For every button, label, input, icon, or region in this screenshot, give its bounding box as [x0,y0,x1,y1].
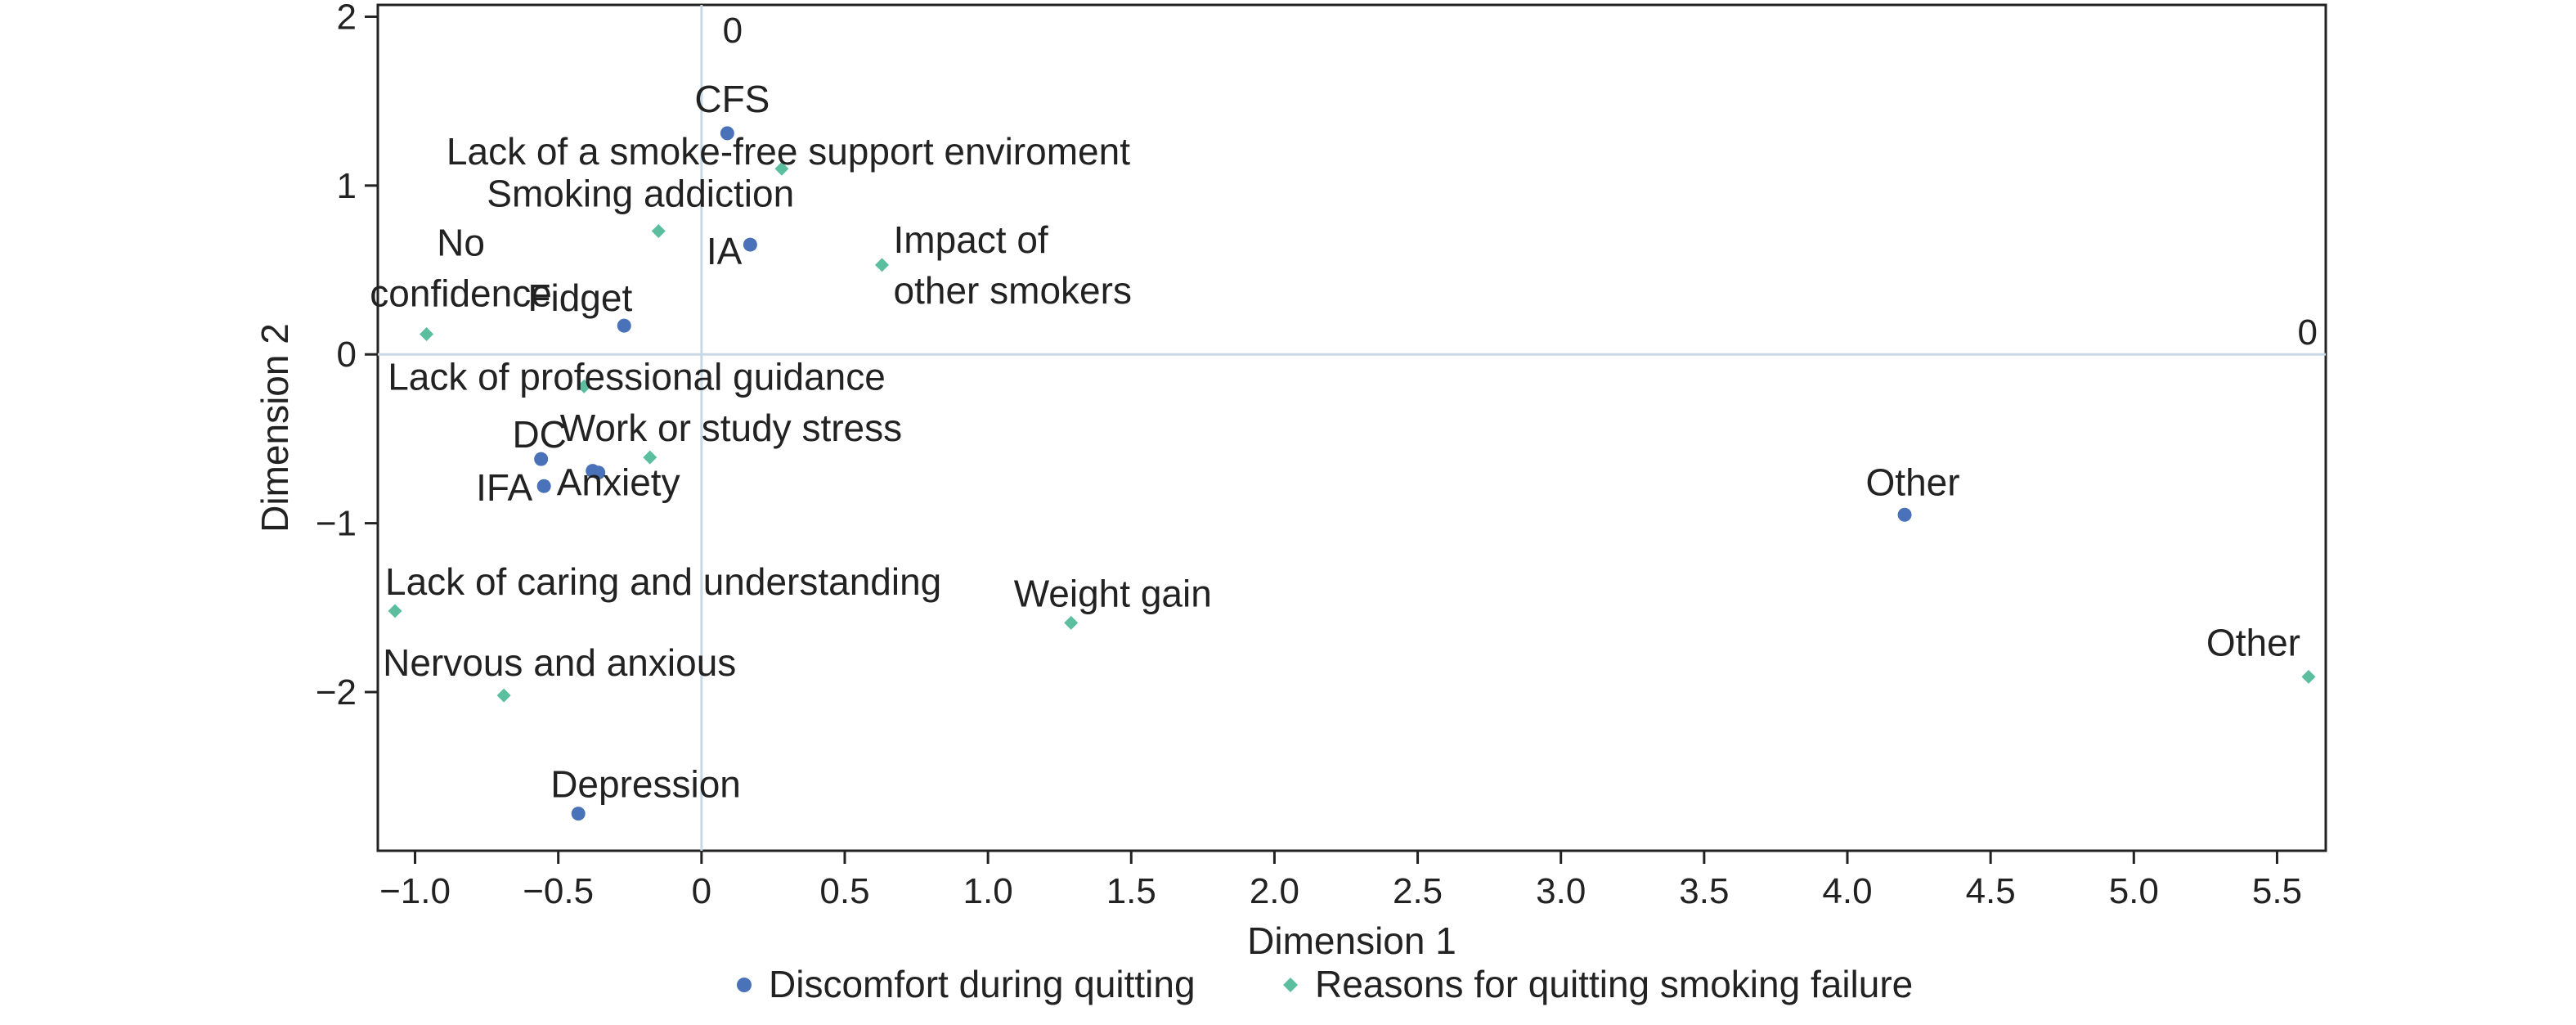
reason-point [420,326,434,341]
point-label: No confidence [370,221,552,314]
reason-point [1064,615,1079,630]
x-tick-label: 3.5 [1679,871,1729,911]
legend-label: Reasons for quitting smoking failure [1315,963,1913,1005]
discomfort-point [617,318,631,333]
x-tick-label: 5.5 [2252,871,2302,911]
x-tick-label: 2.5 [1393,871,1443,911]
legend-diamond-marker [1283,978,1298,992]
x-tick-label: 4.5 [1966,871,2016,911]
legend-circle-marker [737,978,752,992]
reference-lines: 00 [378,5,2326,851]
discomfort-point [536,479,551,493]
vertical-zero-label: 0 [723,11,743,51]
discomfort-point [534,452,549,466]
point-label: DC [512,413,566,456]
discomfort-point [743,237,757,252]
reason-point [2301,669,2316,684]
x-axis-title: Dimension 1 [1247,919,1456,962]
point-labels: CFS IA Fidget DC IFA Anxiety Other Depression La… [370,78,2300,806]
reason-point [643,450,657,465]
y-axis-title: Dimension 2 [254,323,296,533]
point-label: Fidget [527,276,632,319]
point-label: Lack of caring and understanding [385,560,941,603]
x-tick-label: 1.5 [1106,871,1156,911]
point-label: Anxiety [557,461,680,504]
y-tick-label: 2 [337,0,357,37]
y-tick-label: −1 [316,504,357,544]
point-label: Impact of other smokers [894,218,1132,312]
legend-label: Discomfort during quitting [769,963,1196,1005]
y-tick-label: −2 [316,672,357,713]
reason-point [875,258,890,272]
reason-point [496,688,511,703]
point-label: IA [707,230,743,272]
x-tick-label: −0.5 [523,871,594,911]
reason-point [577,379,591,393]
reason-point [774,161,789,176]
point-label: Nervous and anxious [383,641,736,684]
x-tick-label: 3.0 [1536,871,1586,911]
reason-point [388,604,402,618]
legend-item: Discomfort during quitting [737,963,1196,1005]
point-label: Other [2206,621,2300,663]
plot-frame [376,3,2327,852]
axis-ticks: −1.0 −0.5 0 0.5 1.0 1.5 2.0 2.5 3.0 3.5 4.0 4.5 5.0 5… [316,0,2302,911]
point-label: Work or study stress [560,407,902,449]
point-label: Lack of professional guidance [388,355,886,398]
point-label: Smoking addiction [487,173,794,215]
x-tick-label: 5.0 [2109,871,2159,911]
x-tick-label: −1.0 [379,871,451,911]
horizontal-zero-label: 0 [2298,312,2318,353]
point-label: Weight gain [1014,572,1212,614]
x-tick-label: 1.0 [963,871,1013,911]
discomfort-point [571,807,586,821]
x-tick-label: 2.0 [1250,871,1299,911]
data-points [388,126,2316,821]
legend: Discomfort during quitting Reasons for qu… [737,963,1913,1005]
x-tick-label: 0 [692,871,711,911]
x-tick-label: 4.0 [1822,871,1872,911]
discomfort-point [720,126,734,141]
point-label: Lack of a smoke-free support enviroment [447,130,1130,173]
reason-point [651,224,666,239]
point-label: IFA [476,466,532,509]
point-label: Depression [550,763,741,806]
discomfort-point [591,465,606,480]
x-tick-label: 0.5 [819,871,869,911]
y-tick-label: 0 [337,335,357,375]
y-tick-label: 1 [337,166,357,206]
legend-item: Reasons for quitting smoking failure [1283,963,1913,1005]
point-label: CFS [694,78,770,120]
discomfort-point [1897,507,1912,522]
point-label: Other [1866,461,1960,503]
